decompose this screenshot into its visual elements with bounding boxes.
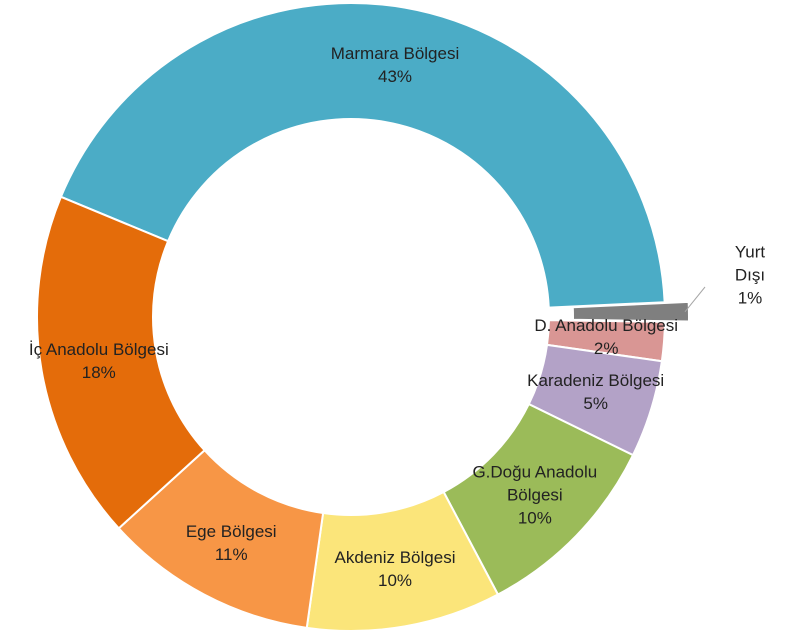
slice-label: D. Anadolu Bölgesi 2% <box>534 314 678 360</box>
slice-name: Yurt Dışı <box>734 242 766 285</box>
leader-line <box>684 286 706 313</box>
slice-value: 2% <box>593 339 619 359</box>
slice-label: Ege Bölgesi 11% <box>186 520 277 566</box>
slice-label: Yurt Dışı 1% <box>732 241 768 310</box>
slice-label: G.Doğu Anadolu Bölgesi 10% <box>442 461 627 530</box>
slice-label: İç Anadolu Bölgesi 18% <box>29 338 169 384</box>
slice-label: Akdeniz Bölgesi 10% <box>335 546 456 592</box>
slice-value: 5% <box>583 394 608 414</box>
slice-value: 18% <box>81 363 116 382</box>
donut-slice <box>59 2 666 309</box>
slice-value: 43% <box>377 66 413 86</box>
slice-value: 1% <box>737 288 763 308</box>
slice-value: 10% <box>377 571 413 591</box>
slice-name: G.Doğu Anadolu Bölgesi <box>472 462 598 505</box>
slice-name: Marmara Bölgesi <box>330 43 460 63</box>
donut-slice <box>36 195 206 530</box>
slice-label: Karadeniz Bölgesi 5% <box>527 369 664 415</box>
slice-value: 10% <box>517 508 552 528</box>
slice-name: Akdeniz Bölgesi <box>334 548 456 568</box>
slice-label: Marmara Bölgesi 43% <box>331 42 460 88</box>
slice-value: 11% <box>214 545 248 565</box>
slice-name: İç Anadolu Bölgesi <box>28 340 169 359</box>
slice-name: Karadeniz Bölgesi <box>527 371 665 391</box>
slice-name: D. Anadolu Bölgesi <box>534 316 679 336</box>
slice-name: Ege Bölgesi <box>185 522 277 542</box>
